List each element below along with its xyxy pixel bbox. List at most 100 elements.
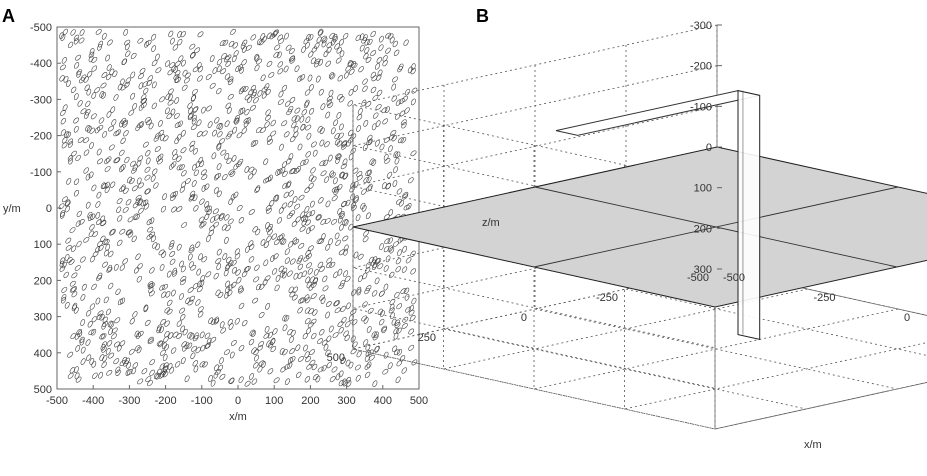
- fracture-ellipse: [201, 106, 206, 114]
- fracture-ellipse: [348, 361, 354, 369]
- fracture-ellipse: [101, 92, 106, 99]
- fracture-ellipse: [104, 166, 111, 172]
- fracture-ellipse: [192, 148, 198, 155]
- fracture-ellipse: [170, 206, 177, 213]
- fracture-ellipse: [350, 133, 357, 140]
- fracture-ellipse: [319, 294, 325, 301]
- fracture-ellipse: [376, 74, 382, 81]
- fracture-ellipse: [287, 328, 293, 336]
- fracture-ellipse: [254, 264, 260, 271]
- fracture-ellipse: [113, 341, 120, 348]
- fracture-ellipse: [310, 57, 316, 64]
- fracture-ellipse: [71, 304, 77, 312]
- fracture-ellipse: [165, 290, 171, 298]
- fracture-ellipse: [74, 372, 80, 380]
- fracture-ellipse: [144, 116, 151, 123]
- fracture-ellipse: [111, 119, 117, 126]
- fracture-ellipse: [238, 345, 245, 352]
- fracture-ellipse: [407, 66, 413, 74]
- fracture-ellipse: [124, 156, 130, 164]
- fracture-ellipse: [180, 325, 186, 333]
- y-tick-label: -200: [30, 131, 52, 143]
- fracture-ellipse: [177, 120, 183, 128]
- panel-a-frame: [56, 26, 420, 390]
- fracture-ellipse: [268, 341, 274, 349]
- fracture-ellipse: [161, 291, 167, 298]
- fracture-ellipse: [162, 354, 168, 362]
- fracture-ellipse: [319, 160, 326, 167]
- fracture-ellipse: [76, 240, 82, 248]
- fracture-ellipse: [176, 320, 182, 327]
- fracture-ellipse: [160, 318, 166, 325]
- fracture-ellipse: [358, 66, 364, 73]
- fracture-ellipse: [164, 307, 171, 314]
- fracture-ellipse: [244, 380, 251, 387]
- fracture-ellipse: [85, 339, 91, 346]
- fracture-ellipse: [226, 107, 232, 114]
- fracture-ellipse: [168, 30, 174, 38]
- fracture-ellipse: [363, 176, 370, 183]
- fracture-ellipse: [330, 172, 336, 179]
- fracture-ellipse: [371, 75, 378, 82]
- fracture-ellipse: [236, 276, 242, 284]
- fracture-ellipse: [95, 275, 103, 281]
- fracture-ellipse: [339, 96, 345, 103]
- fracture-ellipse: [304, 89, 311, 96]
- fracture-ellipse: [239, 66, 245, 74]
- fracture-ellipse: [311, 332, 317, 340]
- fracture-ellipse: [234, 248, 240, 255]
- fracture-ellipse: [163, 336, 169, 343]
- fracture-ellipse: [265, 303, 271, 310]
- fracture-ellipse: [298, 356, 304, 362]
- fracture-ellipse: [101, 322, 107, 330]
- fracture-ellipse: [216, 190, 222, 198]
- fracture-ellipse: [247, 173, 254, 180]
- fracture-ellipse: [166, 308, 173, 315]
- fracture-ellipse: [309, 210, 316, 217]
- fracture-ellipse: [410, 268, 417, 275]
- fracture-ellipse: [105, 156, 112, 163]
- y-tick-label: 250: [418, 332, 436, 344]
- fracture-ellipse: [378, 44, 384, 51]
- fracture-ellipse: [62, 104, 68, 112]
- fracture-ellipse: [279, 233, 285, 240]
- fracture-ellipse: [189, 295, 196, 302]
- fracture-ellipse: [91, 316, 98, 323]
- fracture-ellipse: [288, 190, 294, 197]
- fracture-ellipse: [297, 255, 304, 262]
- fracture-ellipse: [281, 161, 288, 168]
- fracture-ellipse: [350, 335, 356, 343]
- y-tick-label: 300: [34, 312, 52, 324]
- fracture-ellipse: [310, 176, 317, 183]
- fracture-ellipse: [71, 286, 78, 293]
- fracture-ellipse: [96, 191, 102, 199]
- fracture-ellipse: [383, 265, 389, 272]
- fracture-ellipse: [219, 214, 225, 221]
- fracture-ellipse: [68, 259, 75, 265]
- fracture-ellipse: [69, 286, 76, 293]
- fracture-ellipse: [225, 54, 232, 61]
- fracture-ellipse: [133, 267, 140, 274]
- fracture-ellipse: [215, 289, 221, 297]
- fracture-ellipse: [215, 258, 222, 264]
- fracture-ellipse: [376, 57, 383, 64]
- panel-b-zlabel: z/m: [482, 217, 500, 229]
- fracture-ellipse: [152, 168, 158, 175]
- fracture-ellipse: [396, 360, 403, 367]
- fracture-ellipse: [241, 39, 248, 46]
- fracture-ellipse: [303, 158, 309, 166]
- fracture-ellipse: [159, 284, 166, 291]
- y-tick-label: -400: [30, 58, 52, 70]
- fracture-ellipse: [148, 282, 155, 289]
- fracture-ellipse: [307, 268, 313, 275]
- fracture-ellipse: [153, 182, 159, 189]
- fracture-ellipse: [333, 271, 339, 279]
- fracture-ellipse: [132, 164, 138, 171]
- fracture-ellipse: [285, 100, 291, 107]
- fracture-ellipse: [365, 101, 372, 108]
- fracture-ellipse: [306, 34, 311, 41]
- fracture-ellipse: [162, 193, 168, 200]
- fracture-ellipse: [106, 340, 113, 347]
- fracture-ellipse: [318, 238, 325, 245]
- fracture-ellipse: [212, 208, 219, 215]
